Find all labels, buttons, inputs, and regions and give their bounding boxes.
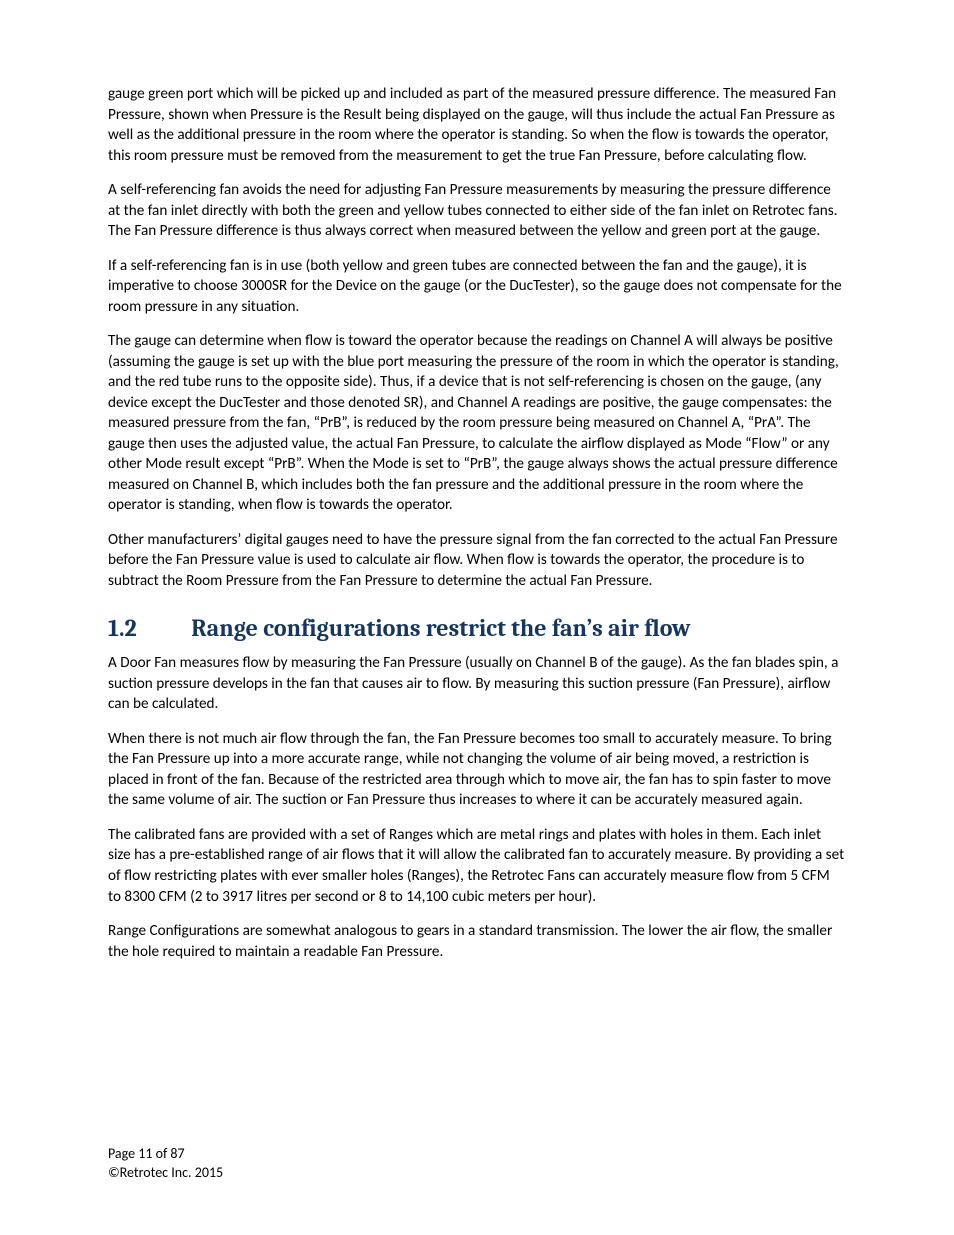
page-number: Page 11 of 87 [108, 1145, 223, 1164]
body-paragraph: A self-referencing fan avoids the need f… [108, 180, 846, 242]
heading-title: Range configurations restrict the fan’s … [191, 614, 690, 642]
copyright-line: ©Retrotec Inc. 2015 [108, 1164, 223, 1183]
body-paragraph: gauge green port which will be picked up… [108, 84, 846, 166]
body-paragraph: Range Configurations are somewhat analog… [108, 921, 846, 962]
page-footer: Page 11 of 87 ©Retrotec Inc. 2015 [108, 1145, 223, 1183]
body-paragraph: Other manufacturers’ digital gauges need… [108, 530, 846, 592]
body-paragraph: The calibrated fans are provided with a … [108, 825, 846, 907]
heading-number: 1.2 [108, 613, 186, 643]
body-paragraph: The gauge can determine when flow is tow… [108, 331, 846, 516]
body-paragraph: When there is not much air flow through … [108, 729, 846, 811]
body-paragraph: A Door Fan measures flow by measuring th… [108, 653, 846, 715]
body-paragraph: If a self-referencing fan is in use (bot… [108, 256, 846, 318]
section-heading-1-2: 1.2 Range configurations restrict the fa… [108, 613, 846, 643]
document-page: gauge green port which will be picked up… [0, 0, 954, 1235]
